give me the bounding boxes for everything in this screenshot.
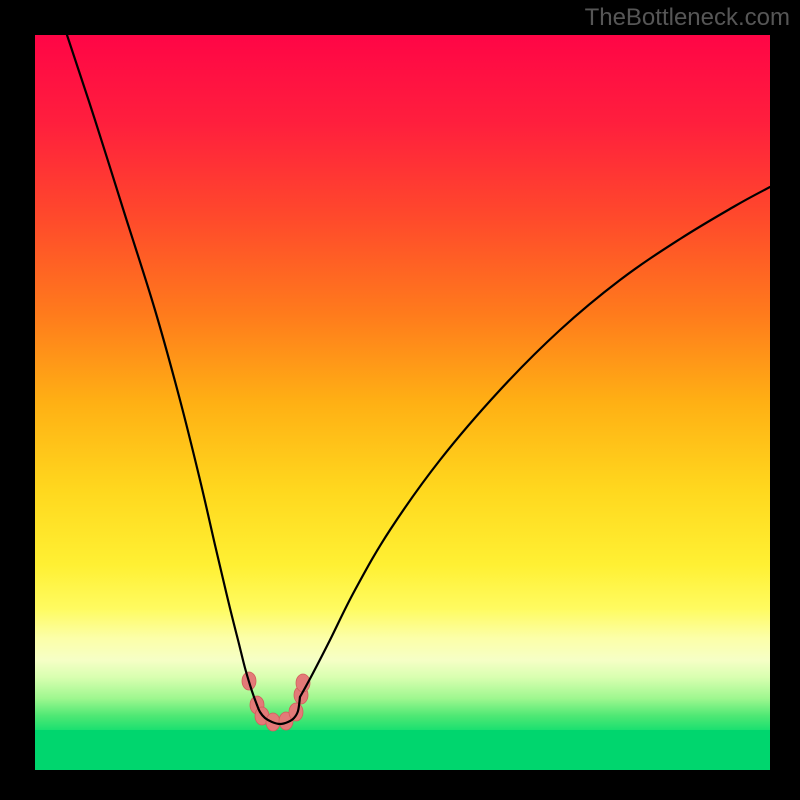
chart-frame: TheBottleneck.com	[0, 0, 800, 800]
curve-left	[67, 35, 257, 705]
curve-layer	[35, 35, 770, 770]
watermark-text: TheBottleneck.com	[585, 4, 790, 32]
curve-right	[300, 187, 770, 697]
bottleneck-marker	[289, 703, 303, 721]
plot-area	[35, 35, 770, 770]
